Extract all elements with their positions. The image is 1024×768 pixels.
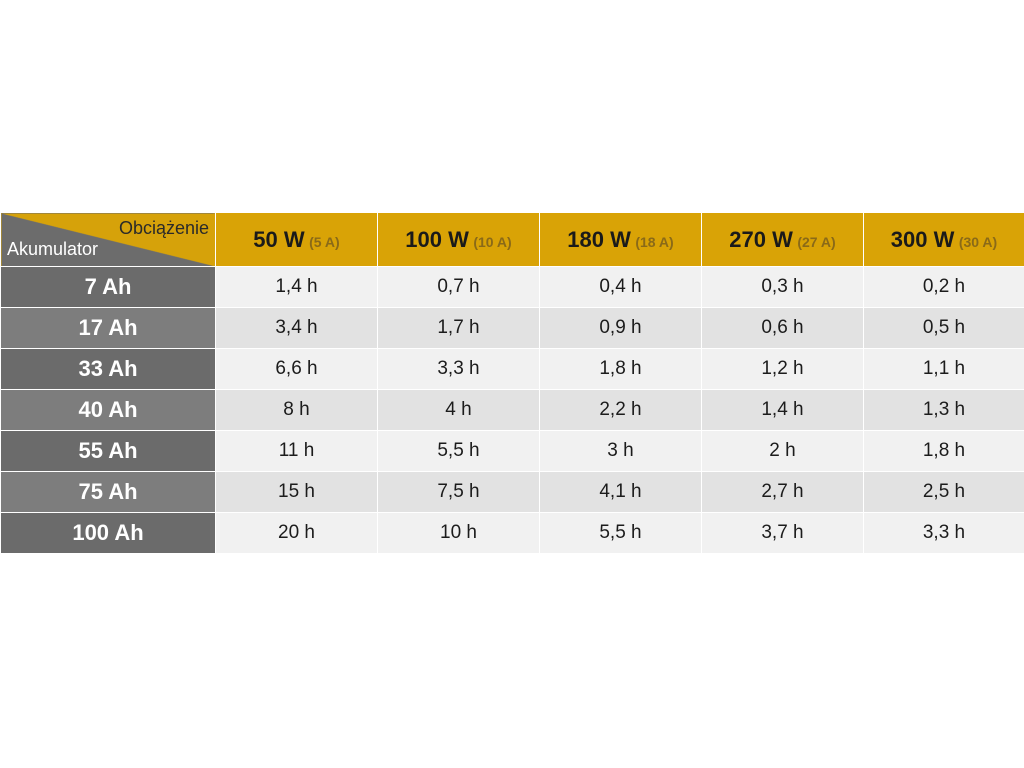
runtime-cell: 2,7 h xyxy=(701,471,864,513)
runtime-cell: 1,4 h xyxy=(215,266,378,308)
runtime-cell: 0,2 h xyxy=(863,266,1024,308)
load-amps: (18 A) xyxy=(635,233,674,250)
load-header-100w: 100 W (10 A) xyxy=(377,212,540,267)
runtime-cell: 3,3 h xyxy=(863,512,1024,554)
runtime-cell: 2,2 h xyxy=(539,389,702,431)
runtime-cell: 5,5 h xyxy=(377,430,540,472)
table-row: 7 Ah 1,4 h 0,7 h 0,4 h 0,3 h 0,2 h xyxy=(0,266,1024,308)
battery-capacity: 100 Ah xyxy=(0,512,216,554)
battery-axis-label: Akumulator xyxy=(7,239,99,259)
load-amps: (27 A) xyxy=(797,233,836,250)
runtime-cell: 20 h xyxy=(215,512,378,554)
table-row: 100 Ah 20 h 10 h 5,5 h 3,7 h 3,3 h xyxy=(0,512,1024,554)
runtime-cell: 3,7 h xyxy=(701,512,864,554)
load-watts: 270 W xyxy=(729,226,793,252)
load-watts: 100 W xyxy=(405,226,469,252)
load-watts: 50 W xyxy=(253,226,305,252)
runtime-cell: 11 h xyxy=(215,430,378,472)
runtime-cell: 1,8 h xyxy=(863,430,1024,472)
runtime-cell: 2 h xyxy=(701,430,864,472)
runtime-cell: 1,8 h xyxy=(539,348,702,390)
runtime-cell: 0,3 h xyxy=(701,266,864,308)
runtime-cell: 7,5 h xyxy=(377,471,540,513)
load-amps: (30 A) xyxy=(958,233,998,250)
runtime-cell: 0,9 h xyxy=(539,307,702,349)
runtime-table: Obciążenie Akumulator 50 W (5 A) 100 W (… xyxy=(0,212,1024,554)
table-row: 40 Ah 8 h 4 h 2,2 h 1,4 h 1,3 h xyxy=(0,389,1024,431)
load-header-300w: 300 W (30 A) xyxy=(863,212,1024,267)
battery-capacity: 40 Ah xyxy=(0,389,216,431)
runtime-cell: 0,4 h xyxy=(539,266,702,308)
battery-capacity: 75 Ah xyxy=(0,471,216,513)
battery-capacity: 17 Ah xyxy=(0,307,216,349)
runtime-cell: 4 h xyxy=(377,389,540,431)
runtime-cell: 8 h xyxy=(215,389,378,431)
runtime-cell: 1,1 h xyxy=(863,348,1024,390)
runtime-cell: 3,3 h xyxy=(377,348,540,390)
runtime-cell: 0,5 h xyxy=(863,307,1024,349)
battery-capacity: 55 Ah xyxy=(0,430,216,472)
runtime-cell: 0,7 h xyxy=(377,266,540,308)
runtime-cell: 1,2 h xyxy=(701,348,864,390)
load-watts: 300 W xyxy=(890,226,955,252)
load-header-270w: 270 W (27 A) xyxy=(701,212,864,267)
load-watts: 180 W xyxy=(567,226,631,252)
load-axis-label: Obciążenie xyxy=(118,218,209,238)
load-header-50w: 50 W (5 A) xyxy=(215,212,378,267)
runtime-cell: 3 h xyxy=(539,430,702,472)
corner-cell: Obciążenie Akumulator xyxy=(0,212,216,267)
load-header-180w: 180 W (18 A) xyxy=(539,212,702,267)
runtime-cell: 5,5 h xyxy=(539,512,702,554)
table-row: 17 Ah 3,4 h 1,7 h 0,9 h 0,6 h 0,5 h xyxy=(0,307,1024,349)
runtime-cell: 6,6 h xyxy=(215,348,378,390)
runtime-cell: 4,1 h xyxy=(539,471,702,513)
table-row: 55 Ah 11 h 5,5 h 3 h 2 h 1,8 h xyxy=(0,430,1024,472)
battery-capacity: 33 Ah xyxy=(0,348,216,390)
runtime-cell: 1,3 h xyxy=(863,389,1024,431)
load-amps: (5 A) xyxy=(309,233,340,250)
header-row: Obciążenie Akumulator 50 W (5 A) 100 W (… xyxy=(0,212,1024,267)
runtime-cell: 3,4 h xyxy=(215,307,378,349)
table-row: 33 Ah 6,6 h 3,3 h 1,8 h 1,2 h 1,1 h xyxy=(0,348,1024,390)
runtime-cell: 15 h xyxy=(215,471,378,513)
runtime-cell: 1,4 h xyxy=(701,389,864,431)
table-row: 75 Ah 15 h 7,5 h 4,1 h 2,7 h 2,5 h xyxy=(0,471,1024,513)
runtime-cell: 10 h xyxy=(377,512,540,554)
load-amps: (10 A) xyxy=(473,233,512,250)
runtime-cell: 1,7 h xyxy=(377,307,540,349)
runtime-cell: 2,5 h xyxy=(863,471,1024,513)
battery-capacity: 7 Ah xyxy=(0,266,216,308)
runtime-cell: 0,6 h xyxy=(701,307,864,349)
